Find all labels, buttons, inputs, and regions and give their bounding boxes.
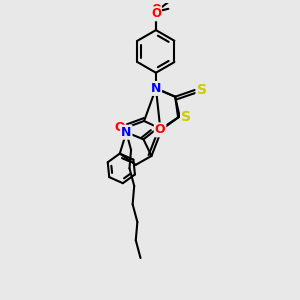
Text: O: O — [115, 121, 125, 134]
Text: S: S — [196, 83, 206, 97]
Text: O: O — [151, 3, 161, 16]
Text: O: O — [155, 123, 165, 136]
Text: S: S — [181, 110, 191, 124]
Text: O: O — [151, 7, 161, 20]
Text: N: N — [121, 126, 131, 139]
Text: N: N — [151, 82, 161, 95]
